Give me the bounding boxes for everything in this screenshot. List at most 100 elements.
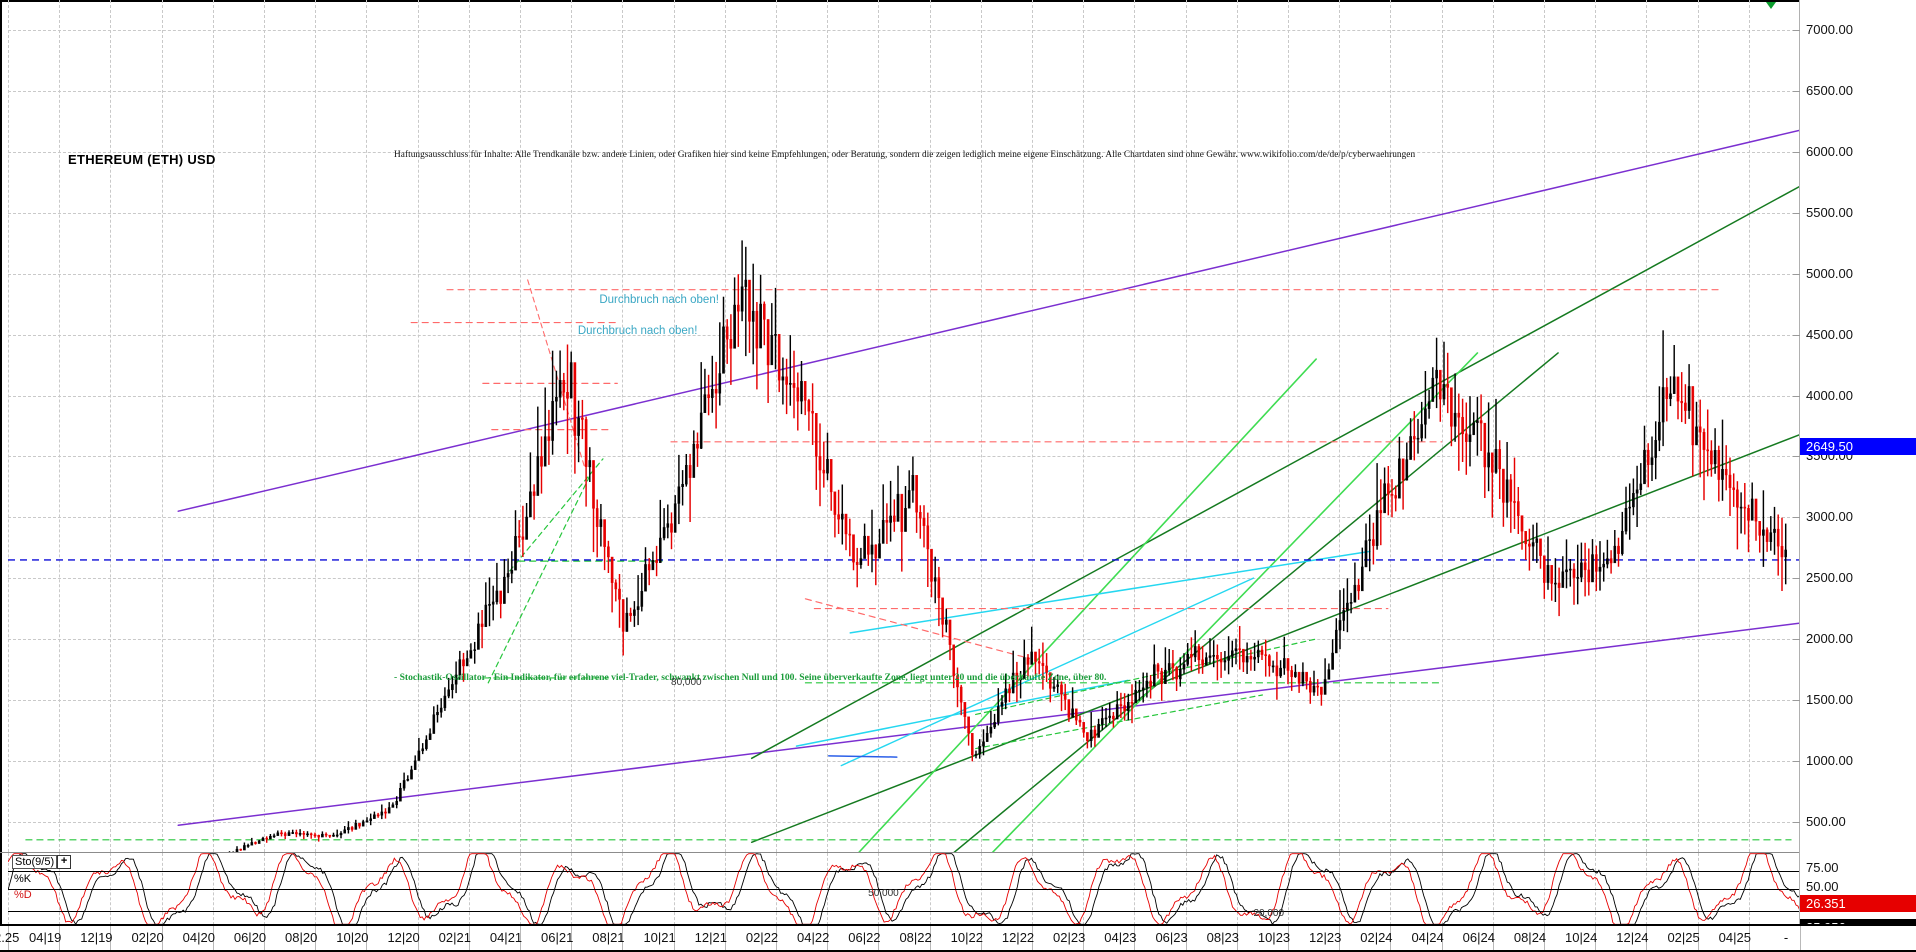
x-axis-separator: [1595, 926, 1597, 950]
x-axis-label: 08|23: [1206, 930, 1239, 945]
x-axis-separator: [1185, 926, 1187, 950]
x-axis-separator: [366, 926, 368, 950]
x-axis-separator: [1646, 926, 1648, 950]
y-axis-tick: [1793, 517, 1800, 519]
stochastic-inline-label: 80,000: [671, 677, 702, 688]
y-axis-tick: [1793, 821, 1800, 823]
y-axis-label: 2500.00: [1806, 570, 1853, 586]
y-axis-tick: [1793, 334, 1800, 336]
stochastic-legend[interactable]: Sto(9/5) +: [12, 855, 72, 870]
stochastic-level-line: [8, 871, 1800, 872]
y-axis-tick: [1793, 456, 1800, 458]
stochastic-pane: Sto(9/5) + %K %D: [0, 852, 1916, 925]
x-axis-label: -: [1783, 930, 1789, 945]
x-axis-label: 02|25: [1667, 930, 1700, 945]
x-axis-label: 10|23: [1257, 930, 1291, 945]
x-axis-separator: [622, 926, 624, 950]
y-axis-label: 5000.00: [1806, 265, 1853, 281]
x-axis-separator: [1288, 926, 1289, 950]
x-axis-separator: [315, 926, 317, 950]
x-axis-separator: [1697, 926, 1699, 950]
x-axis-separator: [520, 926, 521, 950]
y-axis-label: 2000.00: [1806, 631, 1853, 646]
x-axis-label: 04|25: [1718, 930, 1751, 945]
stochastic-tick-50: 50.00: [1806, 879, 1839, 894]
stochastic-level-line: [8, 889, 1800, 890]
disclaimer-text: Haftungsausschluss für Inhalte: Alle Tre…: [394, 150, 1416, 160]
stochastic-d-label: %D: [14, 889, 32, 901]
stochastic-series: [8, 853, 1800, 925]
y-axis-label: 1000.00: [1806, 752, 1853, 768]
x-axis-separator: [1390, 926, 1392, 950]
annotation-breakout-lower: Durchbruch nach oben!: [577, 325, 698, 338]
x-axis-label: 10|21: [643, 930, 676, 945]
stochastic-tick-75: 75.00: [1806, 860, 1839, 875]
x-axis-strip: 13.02.25 04|19 12|19 02|20 04|20 06|20 08|20 10…: [0, 924, 1916, 952]
x-axis-label: 08|20: [285, 930, 318, 945]
x-axis-separator: [264, 926, 265, 950]
x-axis[interactable]: 13.02.25 04|19 12|19 02|20 04|20 06|20 08|20 10…: [0, 924, 1916, 952]
stochastic-d-value-badge: 26.351: [1800, 895, 1916, 912]
y-axis-tick: [1793, 578, 1800, 580]
x-axis-separator: [1083, 926, 1085, 950]
x-axis-label: 12|20: [387, 930, 420, 945]
x-axis-label: 10|22: [950, 930, 983, 945]
x-axis-label: 08|21: [592, 930, 625, 945]
stochastic-inline-label: 20,000: [1253, 908, 1285, 919]
y-axis-label: 7000.00: [1806, 22, 1853, 38]
x-axis-separator: [161, 926, 163, 950]
x-axis-separator: [724, 926, 726, 950]
x-axis-separator: [878, 926, 880, 950]
x-axis-label: 04|20: [182, 930, 215, 945]
y-axis-label: 4500.00: [1806, 326, 1853, 342]
stochastic-k-label: %K: [14, 873, 32, 885]
x-axis-separator: [468, 926, 470, 950]
x-axis-separator: [929, 926, 931, 950]
x-axis-label: 08|22: [899, 930, 932, 945]
price-pane: ETHEREUM (ETH) USD Haftungsausschluss fü…: [8, 0, 1800, 852]
x-axis-separator: [980, 926, 982, 950]
x-axis-label: 12|21: [694, 930, 727, 945]
y-axis-label: 500.00: [1806, 813, 1846, 829]
x-axis-label: 12|23: [1309, 930, 1342, 945]
x-axis-separator: [571, 926, 573, 950]
x-axis-label: 02|22: [745, 930, 779, 945]
x-axis-separator: [59, 926, 61, 950]
y-axis-tick: [1793, 91, 1800, 93]
x-axis-label: 04|22: [797, 930, 830, 945]
x-axis-label: 13.02.25: [0, 930, 20, 945]
x-axis-separator: [1441, 926, 1443, 950]
stochastic-settings-label[interactable]: Sto(9/5): [12, 855, 58, 869]
x-axis-separator: [1236, 926, 1238, 950]
y-axis-tick: [1793, 395, 1800, 397]
y-axis-tick: [1793, 152, 1800, 154]
x-axis-label: 06|22: [848, 930, 881, 945]
x-axis-label: 08|24: [1513, 930, 1547, 945]
x-axis-separator: [1748, 926, 1750, 950]
y-axis-label: 6000.00: [1806, 144, 1853, 160]
x-axis-separator: [1032, 926, 1033, 950]
stochastic-expand-icon[interactable]: +: [57, 855, 72, 870]
x-axis-label: 02|24: [1360, 930, 1393, 945]
x-axis-label: 12|24: [1616, 930, 1649, 945]
y-axis[interactable]: 7000.00 6500.00 6000.00 5500.00 5000.00 4500.…: [1793, 0, 1916, 948]
left-border: [0, 0, 2, 948]
x-axis-label: 02|21: [438, 930, 471, 945]
x-axis-separator: [1492, 926, 1494, 950]
price-plot-area[interactable]: ETHEREUM (ETH) USD Haftungsausschluss fü…: [8, 0, 1800, 852]
x-axis-separator: [1134, 926, 1136, 950]
x-axis-separator: [1339, 926, 1341, 950]
x-axis-separator: [8, 926, 9, 950]
x-axis-label: 04|24: [1411, 930, 1444, 945]
y-axis-tick: [1793, 699, 1800, 701]
stochastic-plot-area[interactable]: Sto(9/5) + %K %D: [8, 853, 1800, 925]
stochastic-inline-label: 50,000: [868, 888, 899, 899]
x-axis-label: 02|20: [131, 930, 164, 945]
page-title: ETHEREUM (ETH) USD: [68, 152, 216, 167]
top-border: [0, 0, 1916, 2]
y-axis-tick: [1793, 273, 1800, 275]
y-axis-tick: [1793, 213, 1800, 214]
stochastic-note-text: - Stochastik-Oszillator - Ein Indikator,…: [394, 672, 1107, 683]
x-axis-label: 06|24: [1462, 930, 1495, 945]
x-axis-label: 02|23: [1053, 930, 1086, 945]
